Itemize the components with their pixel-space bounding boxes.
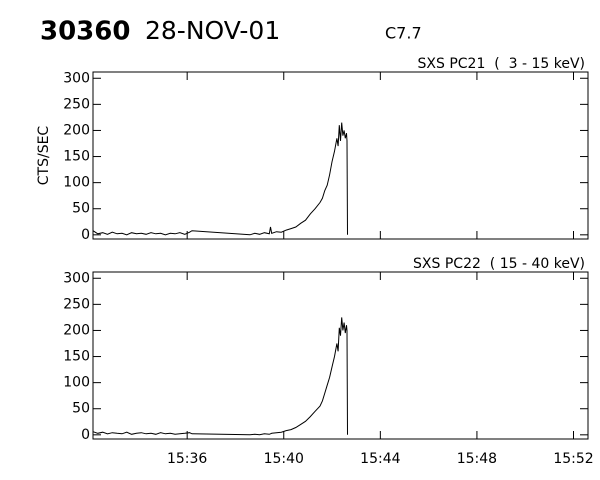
y-tick-label: 200: [63, 322, 90, 338]
data-line: [92, 317, 348, 436]
y-tick-label: 200: [63, 122, 90, 138]
y-tick-label: 150: [63, 149, 90, 165]
y-tick-label: 300: [63, 70, 90, 86]
y-tick-label: 300: [63, 270, 90, 286]
y-tick-label: 100: [63, 175, 90, 191]
event-date: 28-NOV-01: [145, 16, 280, 45]
event-id: 30360: [40, 17, 130, 47]
y-tick-label: 0: [81, 227, 90, 243]
y-tick-label: 0: [81, 427, 90, 443]
x-tick-label: 15:52: [553, 451, 593, 467]
y-tick-label: 250: [63, 96, 90, 112]
y-tick-label: 50: [72, 201, 90, 217]
panel-title: SXS PC22 ( 15 - 40 keV): [413, 256, 585, 272]
flare-class: C7.7: [385, 24, 422, 43]
x-tick-label: 15:48: [457, 451, 497, 467]
plot-frame: [92, 271, 589, 440]
data-line: [92, 122, 348, 236]
x-tick-label: 15:40: [264, 451, 304, 467]
plot-frame: [92, 71, 589, 240]
x-tick-label: 15:44: [360, 451, 400, 467]
panel-title: SXS PC21 ( 3 - 15 keV): [418, 56, 586, 72]
y-tick-label: 100: [63, 375, 90, 391]
y-tick-label: 150: [63, 349, 90, 365]
x-tick-label: 15:36: [167, 451, 207, 467]
y-tick-label: 250: [63, 296, 90, 312]
y-tick-label: 50: [72, 401, 90, 417]
y-axis-label: CTS/SEC: [36, 126, 52, 186]
